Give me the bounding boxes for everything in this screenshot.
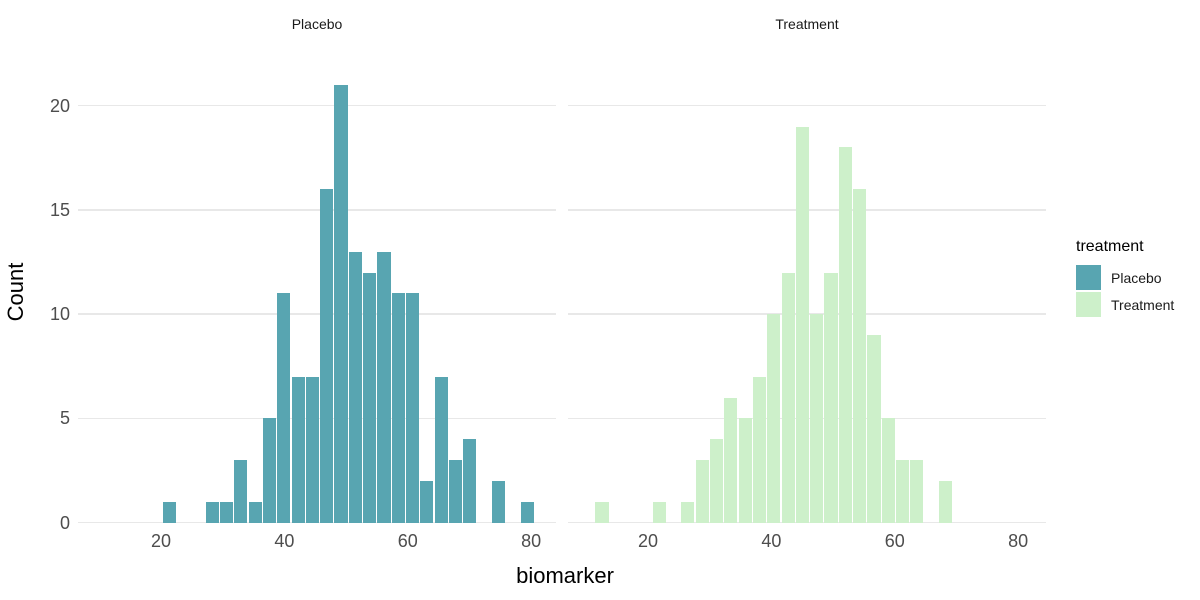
y-tick-label: 0 xyxy=(59,512,70,533)
x-axis-title: biomarker xyxy=(516,563,614,588)
histogram-bar xyxy=(781,272,795,523)
histogram-bar xyxy=(681,501,695,523)
histogram-bar xyxy=(520,501,534,523)
x-tick-label: 20 xyxy=(150,531,172,551)
legend-title: treatment xyxy=(1076,238,1144,255)
histogram-bar xyxy=(938,481,953,523)
histogram-bar xyxy=(867,335,881,523)
histogram-bar xyxy=(363,272,377,523)
histogram-bar xyxy=(320,189,334,523)
histogram-bar xyxy=(463,439,477,523)
histogram-bar xyxy=(709,439,724,523)
histogram-bar xyxy=(434,376,448,523)
histogram-bar xyxy=(291,376,305,523)
histogram-bar xyxy=(896,460,910,523)
histogram-bar xyxy=(348,251,362,523)
x-tick-label: 20 xyxy=(637,531,659,551)
histogram-bar xyxy=(219,501,234,523)
histogram-bar xyxy=(305,376,319,523)
histogram-bar xyxy=(738,418,752,523)
x-tick-label: 60 xyxy=(884,531,905,551)
histogram-bar xyxy=(334,84,348,523)
legend-label: Treatment xyxy=(1111,296,1175,313)
histogram-bar xyxy=(810,314,824,523)
y-tick-label: 20 xyxy=(49,95,70,116)
histogram-bar xyxy=(652,501,666,523)
y-tick-label: 10 xyxy=(49,304,70,325)
histogram-bar xyxy=(248,501,262,523)
gridline-y-15 xyxy=(78,209,556,211)
x-tick-label: 60 xyxy=(397,531,418,551)
histogram-bar xyxy=(420,481,434,523)
x-tick-label: 80 xyxy=(521,531,542,551)
gridline-y-0 xyxy=(78,521,556,524)
facet-strip-label: Treatment xyxy=(775,16,839,32)
legend-entry: Treatment xyxy=(1076,292,1200,317)
histogram-bar xyxy=(824,272,838,523)
gridline-y-20 xyxy=(78,104,556,107)
histogram-bar xyxy=(838,147,852,523)
histogram-bar xyxy=(595,501,609,523)
histogram-bar xyxy=(262,418,276,523)
x-tick-label: 40 xyxy=(761,531,782,551)
histogram-bar xyxy=(205,501,219,523)
legend: treatment Placebo Treatment xyxy=(1076,238,1200,319)
histogram-bar xyxy=(491,481,506,523)
histogram-bar xyxy=(377,251,391,523)
histogram-bar xyxy=(881,418,895,523)
legend-key-swatch xyxy=(1076,292,1101,317)
histogram-bar xyxy=(448,460,463,523)
gridline-y-10 xyxy=(78,313,556,315)
x-tick-label: 80 xyxy=(1008,531,1029,551)
histogram-bar xyxy=(795,126,809,523)
histogram-bar xyxy=(406,293,420,523)
histogram-bar xyxy=(277,293,291,523)
facet-strip-label: Placebo xyxy=(291,16,343,32)
gridline-y-20 xyxy=(568,104,1046,107)
histogram-bar xyxy=(853,189,867,523)
histogram-bar xyxy=(724,397,738,523)
histogram-bar xyxy=(391,293,405,523)
gridline-y-0 xyxy=(568,521,1046,524)
histogram-bar xyxy=(910,460,924,523)
y-tick-label: 5 xyxy=(59,408,70,429)
x-tick-label: 40 xyxy=(274,531,295,551)
legend-label: Placebo xyxy=(1111,269,1162,286)
y-tick-label: 15 xyxy=(49,199,70,220)
histogram-bar xyxy=(162,501,176,523)
histogram-bar xyxy=(752,376,766,523)
histogram-bar xyxy=(767,314,781,523)
legend-entry: Placebo xyxy=(1076,265,1200,290)
histogram-bar xyxy=(695,460,709,523)
legend-entries: Placebo Treatment xyxy=(1076,265,1200,317)
histogram-bar xyxy=(234,460,248,523)
legend-key-swatch xyxy=(1076,265,1101,290)
